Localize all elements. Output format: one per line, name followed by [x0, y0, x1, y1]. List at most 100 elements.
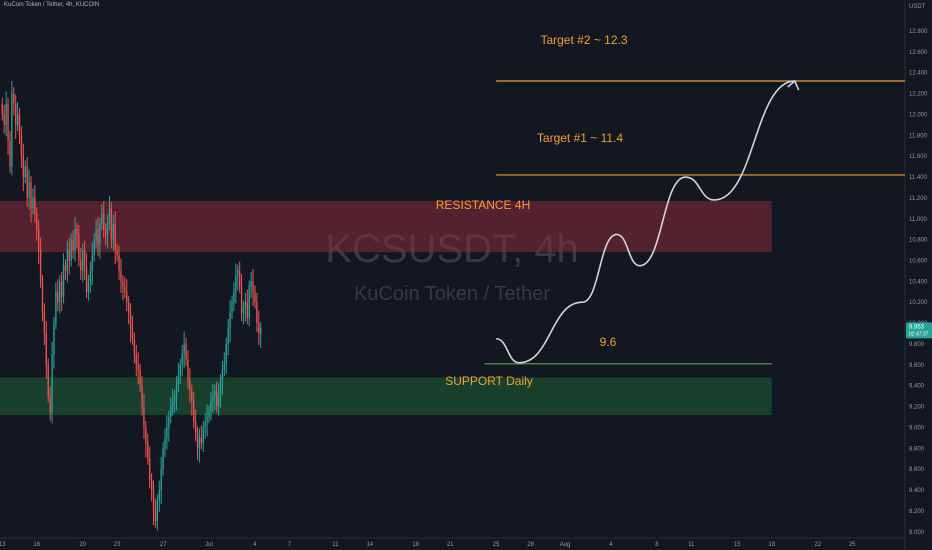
candle	[127, 302, 130, 313]
x-tick-label: Aug	[560, 542, 571, 548]
candle	[22, 156, 25, 178]
resistance-zone-label: RESISTANCE 4H	[436, 198, 530, 212]
candle	[150, 479, 153, 491]
y-tick-label: 10.400	[909, 279, 928, 285]
symbol-header: KuCoin Token / Tether, 4h, KUCOIN	[4, 2, 100, 8]
x-tick-label: 4	[609, 542, 613, 548]
x-tick-label: 15	[734, 542, 741, 548]
candle	[162, 448, 164, 470]
candle	[250, 281, 252, 287]
candle	[120, 270, 122, 282]
candle	[219, 380, 222, 397]
x-tick-label: 23	[114, 542, 121, 548]
candle	[110, 208, 113, 240]
candle	[72, 239, 74, 251]
y-tick-label: 10.600	[909, 259, 928, 265]
y-tick-label: 12.800	[909, 29, 928, 35]
candle	[93, 239, 95, 256]
y-tick-label: 12.200	[909, 92, 928, 98]
x-tick-label: 18	[768, 542, 775, 548]
candle	[57, 291, 59, 303]
target-1-label: Target #1 ~ 11.4	[537, 131, 624, 145]
candle	[47, 364, 49, 397]
x-tick-label: 27	[160, 542, 167, 548]
candle	[74, 229, 76, 251]
candle	[248, 286, 250, 318]
y-tick-label: 12.600	[909, 50, 928, 56]
candle	[36, 213, 38, 230]
target-2-label: Target #2 ~ 12.3	[540, 33, 627, 47]
y-tick-label: 12.400	[909, 71, 928, 77]
candle	[156, 500, 159, 522]
price-tag-countdown: 02:47:37	[909, 331, 929, 337]
candle	[225, 343, 227, 365]
candle	[108, 208, 111, 224]
x-tick-label: 18	[412, 542, 419, 548]
candle	[103, 213, 105, 230]
price-tag-value: 9.953	[909, 324, 925, 330]
y-tick-label: 8.600	[909, 467, 925, 473]
candle	[233, 291, 235, 303]
candle	[20, 135, 23, 157]
candle	[231, 302, 233, 313]
x-tick-label: Jul	[205, 542, 213, 548]
y-tick-label: 9.400	[909, 384, 925, 390]
candle	[196, 432, 199, 449]
axis-unit-label: USDT	[909, 4, 926, 10]
candle	[175, 385, 178, 397]
candle	[39, 250, 42, 282]
y-tick-label: 9.600	[909, 363, 925, 369]
y-tick-label: 9.800	[909, 342, 925, 348]
x-tick-label: 14	[366, 542, 373, 548]
candle	[147, 443, 149, 459]
candle	[173, 396, 176, 402]
x-tick-label: 7	[288, 542, 292, 548]
candle	[51, 354, 53, 412]
candle	[5, 103, 7, 125]
x-tick-label: 11	[688, 542, 695, 548]
candle	[158, 490, 160, 501]
x-tick-label: 25	[493, 542, 500, 548]
candle	[152, 490, 155, 511]
candle	[129, 312, 132, 329]
candle	[166, 427, 168, 438]
x-tick-label: 13	[0, 542, 6, 548]
candle	[258, 323, 260, 334]
candle	[145, 427, 147, 444]
candle	[104, 229, 107, 235]
candle	[206, 417, 208, 423]
candle	[164, 437, 166, 449]
candle	[137, 364, 139, 371]
candle	[210, 401, 212, 412]
y-tick-label: 8.800	[909, 446, 925, 452]
candle	[237, 270, 239, 277]
candle	[246, 302, 248, 318]
candle	[187, 359, 189, 381]
candle	[26, 166, 28, 198]
candle	[99, 223, 101, 245]
candle	[70, 239, 72, 261]
y-tick-label: 9.000	[909, 425, 925, 431]
support-level-label: 9.6	[600, 335, 617, 349]
candle	[149, 458, 151, 480]
candle	[78, 234, 80, 261]
candle	[126, 291, 128, 303]
candle	[87, 281, 90, 292]
candle	[34, 197, 36, 214]
candle	[131, 328, 134, 339]
candle	[101, 213, 103, 224]
candle	[214, 390, 216, 397]
y-tick-label: 10.200	[909, 300, 928, 306]
price-axis	[905, 0, 932, 550]
candle	[18, 114, 21, 136]
candle	[80, 260, 82, 271]
candle	[43, 312, 46, 334]
candle	[122, 281, 124, 287]
candle	[154, 510, 157, 522]
candle	[168, 417, 170, 428]
candle	[13, 93, 15, 104]
candle	[254, 291, 256, 303]
x-tick-label: 16	[33, 542, 40, 548]
candle	[193, 401, 195, 423]
